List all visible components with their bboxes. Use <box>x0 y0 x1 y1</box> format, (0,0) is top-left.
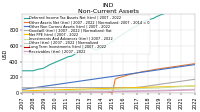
Goodwill (ttm) | 2007 - 2022 | Normalized: flat: (0, 70): flat: (0, 70) <box>21 87 23 88</box>
Investments And Advances (ttm) | 2007 - 2022 <box>43 90 45 92</box>
Net PPE (ttm) | 2007 - 2022 <box>21 90 23 92</box>
Long Term Investments (ttm) | 2007 - 2022 <box>194 92 196 93</box>
Receivables (ttm) | 2007 - 2022 <box>106 91 108 92</box>
Other Non Current Assets (ttm) | 2007 - 2022 <box>194 64 196 65</box>
Other Non Current Assets (ttm) | 2007 - 2022 <box>21 89 23 90</box>
Line: Goodwill (ttm) | 2007 - 2022 | Normalized: flat: Goodwill (ttm) | 2007 - 2022 | Normalize… <box>22 79 195 88</box>
Receivables (ttm) | 2007 - 2022 <box>117 91 119 92</box>
Line: Investments And Advances (ttm) | 2007 - 2022: Investments And Advances (ttm) | 2007 - … <box>22 86 195 92</box>
Other Assets Net (ttm) | 2007 - 2022 | Normalized: 2007 - 2014 = 0: (26, 0): 2007 - 2014 = 0: (26, 0) <box>92 93 94 94</box>
Other Assets Net (ttm) | 2007 - 2022 | Normalized: 2007 - 2014 = 0: (31, 0): 2007 - 2014 = 0: (31, 0) <box>106 93 108 94</box>
Goodwill (ttm) | 2007 - 2022 | Normalized: flat: (26, 72): flat: (26, 72) <box>92 87 94 88</box>
Other (ttm) | 2007 - 2022 | Normalized <box>92 91 94 92</box>
Other Non Current Assets (ttm) | 2007 - 2022 <box>130 73 133 74</box>
Investments And Advances (ttm) | 2007 - 2022 <box>194 85 196 86</box>
Y-axis label: USD: USD <box>3 49 8 59</box>
Long Term Investments (ttm) | 2007 - 2022 <box>117 92 119 93</box>
Line: Other (ttm) | 2007 - 2022 | Normalized: Other (ttm) | 2007 - 2022 | Normalized <box>22 89 195 92</box>
Net PPE (ttm) | 2007 - 2022 <box>117 87 119 89</box>
Other Non Current Assets (ttm) | 2007 - 2022 <box>43 86 45 87</box>
Other Non Current Assets (ttm) | 2007 - 2022 <box>117 75 119 76</box>
Line: Other Assets Net (ttm) | 2007 - 2022 | Normalized: 2007 - 2014 = 0: Other Assets Net (ttm) | 2007 - 2022 | N… <box>22 64 195 93</box>
Other Assets Net (ttm) | 2007 - 2022 | Normalized: 2007 - 2014 = 0: (41, 250): 2007 - 2014 = 0: (41, 250) <box>133 73 136 74</box>
Long Term Investments (ttm) | 2007 - 2022 <box>92 92 94 93</box>
Goodwill (ttm) | 2007 - 2022 | Normalized: flat: (63, 177): flat: (63, 177) <box>194 79 196 80</box>
Other Assets Net (ttm) | 2007 - 2022 | Normalized: 2007 - 2014 = 0: (35, 195): 2007 - 2014 = 0: (35, 195) <box>117 77 119 79</box>
Other Assets Net (ttm) | 2007 - 2022 | Normalized: 2007 - 2014 = 0: (0, 0): 2007 - 2014 = 0: (0, 0) <box>21 93 23 94</box>
Other Non Current Assets (ttm) | 2007 - 2022 <box>106 77 108 78</box>
Investments And Advances (ttm) | 2007 - 2022 <box>130 88 133 89</box>
Line: Net PPE (ttm) | 2007 - 2022: Net PPE (ttm) | 2007 - 2022 <box>22 86 195 91</box>
Deferred Income Tax Assets Net (ttm) | 2007 - 2022 <box>106 44 108 45</box>
Deferred Income Tax Assets Net (ttm) | 2007 - 2022 <box>133 26 136 28</box>
Net PPE (ttm) | 2007 - 2022 <box>194 85 196 87</box>
Long Term Investments (ttm) | 2007 - 2022 <box>130 92 133 93</box>
Deferred Income Tax Assets Net (ttm) | 2007 - 2022 <box>194 0 196 2</box>
Deferred Income Tax Assets Net (ttm) | 2007 - 2022 <box>117 37 119 38</box>
Investments And Advances (ttm) | 2007 - 2022 <box>117 88 119 90</box>
Goodwill (ttm) | 2007 - 2022 | Normalized: flat: (40, 72): flat: (40, 72) <box>130 87 133 88</box>
Net PPE (ttm) | 2007 - 2022 <box>133 87 136 88</box>
Other (ttm) | 2007 - 2022 | Normalized <box>117 90 119 92</box>
Receivables (ttm) | 2007 - 2022 <box>133 91 136 92</box>
Other (ttm) | 2007 - 2022 | Normalized <box>21 92 23 93</box>
Other (ttm) | 2007 - 2022 | Normalized <box>133 90 136 91</box>
Receivables (ttm) | 2007 - 2022 <box>194 89 196 91</box>
Deferred Income Tax Assets Net (ttm) | 2007 - 2022 <box>130 28 133 29</box>
Other Non Current Assets (ttm) | 2007 - 2022 <box>133 73 136 74</box>
Long Term Investments (ttm) | 2007 - 2022 <box>43 92 45 93</box>
Long Term Investments (ttm) | 2007 - 2022 <box>133 92 136 93</box>
Deferred Income Tax Assets Net (ttm) | 2007 - 2022 <box>43 67 45 69</box>
Other (ttm) | 2007 - 2022 | Normalized <box>106 90 108 92</box>
Net PPE (ttm) | 2007 - 2022 <box>130 87 133 88</box>
Net PPE (ttm) | 2007 - 2022 <box>106 88 108 89</box>
Line: Receivables (ttm) | 2007 - 2022: Receivables (ttm) | 2007 - 2022 <box>22 90 195 93</box>
Other Assets Net (ttm) | 2007 - 2022 | Normalized: 2007 - 2014 = 0: (63, 375): 2007 - 2014 = 0: (63, 375) <box>194 63 196 64</box>
Goodwill (ttm) | 2007 - 2022 | Normalized: flat: (35, 72): flat: (35, 72) <box>117 87 119 88</box>
Other (ttm) | 2007 - 2022 | Normalized <box>43 91 45 93</box>
Investments And Advances (ttm) | 2007 - 2022 <box>133 88 136 89</box>
Other (ttm) | 2007 - 2022 | Normalized <box>130 90 133 91</box>
Other Non Current Assets (ttm) | 2007 - 2022 <box>92 79 94 80</box>
Goodwill (ttm) | 2007 - 2022 | Normalized: flat: (8, 70): flat: (8, 70) <box>43 87 45 88</box>
Line: Deferred Income Tax Assets Net (ttm) | 2007 - 2022: Deferred Income Tax Assets Net (ttm) | 2… <box>22 1 195 71</box>
Receivables (ttm) | 2007 - 2022 <box>21 92 23 94</box>
Other Assets Net (ttm) | 2007 - 2022 | Normalized: 2007 - 2014 = 0: (8, 0): 2007 - 2014 = 0: (8, 0) <box>43 93 45 94</box>
Receivables (ttm) | 2007 - 2022 <box>92 91 94 93</box>
Other (ttm) | 2007 - 2022 | Normalized <box>194 89 196 90</box>
Goodwill (ttm) | 2007 - 2022 | Normalized: flat: (31, 72): flat: (31, 72) <box>106 87 108 88</box>
Receivables (ttm) | 2007 - 2022 <box>43 92 45 93</box>
Other Assets Net (ttm) | 2007 - 2022 | Normalized: 2007 - 2014 = 0: (40, 245): 2007 - 2014 = 0: (40, 245) <box>130 73 133 75</box>
Net PPE (ttm) | 2007 - 2022 <box>92 88 94 89</box>
Receivables (ttm) | 2007 - 2022 <box>130 91 133 92</box>
Investments And Advances (ttm) | 2007 - 2022 <box>21 91 23 93</box>
Line: Other Non Current Assets (ttm) | 2007 - 2022: Other Non Current Assets (ttm) | 2007 - … <box>22 65 195 89</box>
Investments And Advances (ttm) | 2007 - 2022 <box>92 89 94 90</box>
Net PPE (ttm) | 2007 - 2022 <box>43 90 45 91</box>
Deferred Income Tax Assets Net (ttm) | 2007 - 2022 <box>21 70 23 71</box>
Deferred Income Tax Assets Net (ttm) | 2007 - 2022 <box>92 48 94 50</box>
Long Term Investments (ttm) | 2007 - 2022 <box>106 92 108 93</box>
Legend: Deferred Income Tax Assets Net (ttm) | 2007 - 2022, Other Assets Net (ttm) | 200: Deferred Income Tax Assets Net (ttm) | 2… <box>24 15 150 54</box>
Goodwill (ttm) | 2007 - 2022 | Normalized: flat: (41, 72): flat: (41, 72) <box>133 87 136 88</box>
Long Term Investments (ttm) | 2007 - 2022 <box>21 92 23 93</box>
Title: IND
Non-Current Assets: IND Non-Current Assets <box>78 3 139 14</box>
Investments And Advances (ttm) | 2007 - 2022 <box>106 89 108 90</box>
